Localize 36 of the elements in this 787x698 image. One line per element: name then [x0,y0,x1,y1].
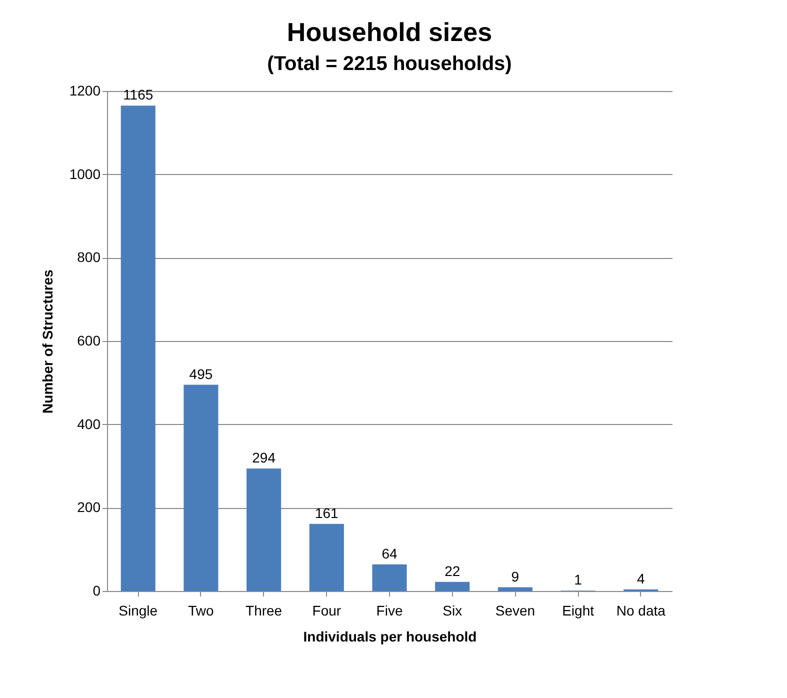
x-tick-label: Eight [562,602,594,618]
bar [309,524,344,591]
x-tick-label: Single [118,602,158,618]
y-tick-label: 400 [77,416,101,432]
bar [435,582,470,591]
x-tick-label: Three [246,602,282,618]
y-tick-label: 200 [77,499,101,516]
bar [246,468,282,591]
bar [184,384,218,591]
y-axis-title: Number of Structures [39,269,56,414]
data-label: 161 [314,504,339,521]
chart-subtitle: (Total = 2215 households) [267,53,512,75]
x-axis-title: Individuals per household [303,628,477,644]
x-tick-label: Seven [495,602,536,618]
y-tick-label: 0 [92,582,101,598]
y-tick-label: 800 [77,249,101,266]
y-tick-label: 600 [77,332,101,348]
bar [372,564,407,591]
data-label: 22 [444,562,460,579]
x-tick-label: No data [616,602,666,618]
data-label: 9 [511,568,520,584]
x-tick-label: Four [312,602,342,618]
x-tick-label: Six [442,602,462,618]
data-label: 495 [189,366,213,382]
x-tick-label: Five [376,602,403,618]
data-label: 4 [636,570,645,586]
y-tick-label: 1000 [69,166,101,182]
data-label: 1 [574,572,582,588]
data-label: 294 [252,450,276,466]
bar [120,106,156,591]
y-tick-label: 1200 [69,82,101,98]
bar [498,587,532,591]
data-label: 64 [382,545,398,562]
x-tick-label: Two [188,602,214,618]
data-label: 1165 [123,86,154,103]
chart-title: Household sizes [286,17,492,47]
